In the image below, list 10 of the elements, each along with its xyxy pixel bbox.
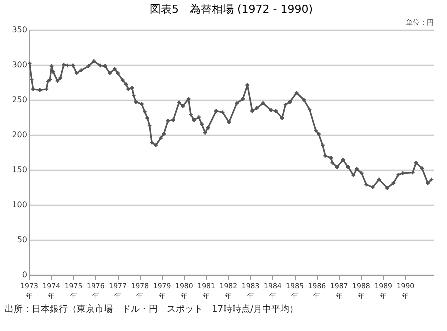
y-tick-label: 150	[12, 166, 28, 174]
y-tick-label: 0	[22, 270, 28, 280]
y-tick-label: 300	[12, 60, 28, 70]
chart-title: 図表5 為替相場 (1972 - 1990)	[150, 3, 314, 16]
text: 出所：日本銀行（東京市場 ドル・円 スポット 17時時点/月中平均）	[5, 304, 298, 315]
y-tick-label: 350	[12, 26, 28, 34]
y-tick-label: 200	[12, 130, 28, 140]
y-tick-label: 100	[12, 200, 28, 210]
y-tick-label: 50	[17, 236, 28, 244]
y-tick-label: 250	[12, 96, 28, 104]
